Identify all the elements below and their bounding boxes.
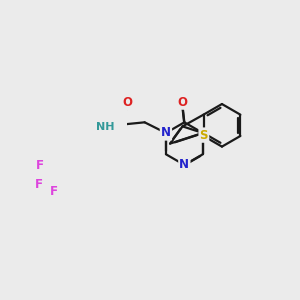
Text: O: O xyxy=(177,96,187,109)
Text: S: S xyxy=(200,129,208,142)
Text: N: N xyxy=(179,158,189,171)
Text: F: F xyxy=(50,185,58,199)
Text: F: F xyxy=(36,160,44,172)
Text: F: F xyxy=(35,178,43,190)
Text: N: N xyxy=(161,127,171,140)
Text: NH: NH xyxy=(96,122,115,132)
Text: O: O xyxy=(123,96,133,109)
